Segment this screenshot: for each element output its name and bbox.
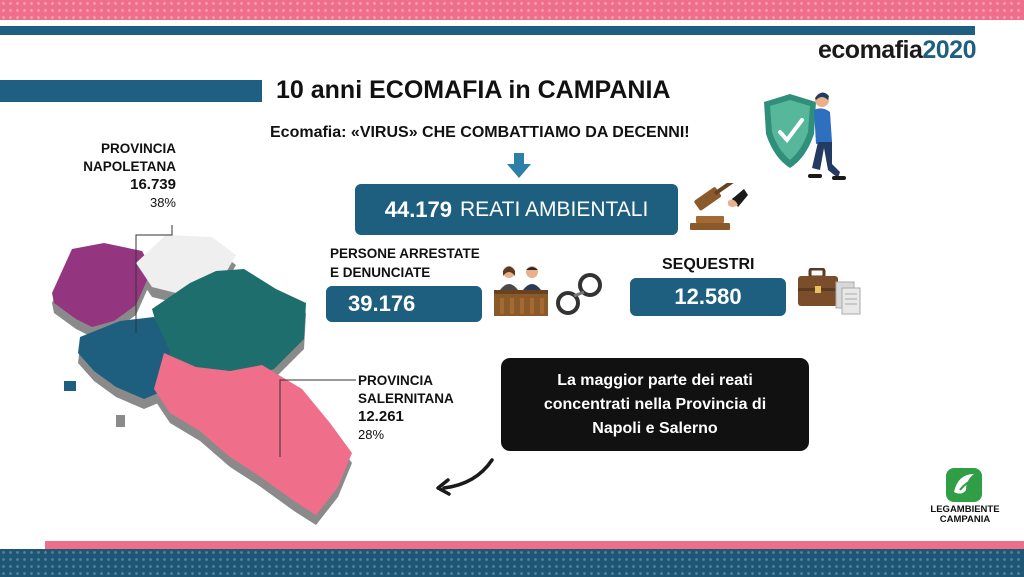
persone-label-line2: E DENUNCIATE: [330, 265, 431, 280]
callout-line3: Napoli e Salerno: [592, 419, 718, 437]
persone-label: PERSONE ARRESTATE E DENUNCIATE: [330, 244, 480, 282]
persone-label-line1: PERSONE ARRESTATE: [330, 246, 480, 261]
map-caserta: [52, 243, 152, 327]
brand-year: 2020: [922, 36, 976, 64]
legambiente-logo-icon: [946, 468, 982, 502]
page-title: 10 anni ECOMAFIA in CAMPANIA: [276, 76, 671, 104]
title-accent-bar: [0, 80, 262, 102]
brand-word: ecomafia: [817, 36, 923, 64]
salerno-pct: 28%: [358, 427, 385, 442]
map-napoli: [78, 317, 170, 399]
org-line2: CAMPANIA: [939, 514, 991, 525]
province-salerno-label: PROVINCIA SALERNITANA 12.261 28%: [358, 372, 454, 444]
gavel-icon: [690, 183, 748, 230]
org-line1: LEGAMBIENTE: [930, 504, 1000, 515]
province-napoli-label: PROVINCIA NAPOLETANA 16.739 38%: [66, 140, 176, 212]
napoli-value: 16.739: [130, 176, 176, 193]
napoli-name1: PROVINCIA: [100, 141, 176, 156]
shield-hero-icon: [764, 92, 846, 180]
arrow-down-icon: [507, 153, 531, 178]
top-pink-band: [0, 0, 1024, 20]
map-salerno: [154, 353, 352, 515]
napoli-name2: NAPOLETANA: [83, 159, 176, 174]
callout-box: La maggior parte dei reati concentrati n…: [501, 358, 809, 451]
callout-line2: concentrati nella Provincia di: [543, 395, 767, 413]
salerno-name1: PROVINCIA: [358, 373, 434, 388]
callout-line1: La maggior parte dei reati: [557, 371, 753, 389]
defendants-icon: [494, 266, 548, 316]
curved-arrow-icon: [436, 458, 494, 496]
napoli-pct: 38%: [149, 195, 176, 210]
map-avellino: [152, 269, 306, 383]
salerno-name2: SALERNITANA: [358, 391, 454, 406]
bottom-pink-band: [45, 541, 1024, 549]
sequestri-label: SEQUESTRI: [662, 256, 755, 273]
reati-value: 44.179: [384, 196, 453, 222]
campania-map: [52, 225, 356, 525]
persone-value: 39.176: [348, 291, 416, 316]
bottom-blue-band: [0, 549, 1024, 577]
salerno-value: 12.261: [358, 408, 404, 425]
reati-ambientali-box: 44.179 REATI AMBIENTALI: [355, 184, 678, 235]
brand-logo: ecomafia2020: [817, 36, 977, 65]
handcuffs-icon: [556, 273, 602, 315]
page-subtitle: Ecomafia: «VIRUS» CHE COMBATTIAMO DA DEC…: [270, 124, 690, 141]
reati-label: REATI AMBIENTALI: [460, 197, 649, 221]
sequestri-value: 12.580: [674, 284, 742, 309]
briefcase-documents-icon: [798, 268, 861, 315]
sequestri-value-box: 12.580: [630, 278, 786, 316]
top-blue-band: [0, 26, 975, 35]
persone-value-box: 39.176: [326, 286, 482, 322]
legambiente-name: LEGAMBIENTE CAMPANIA: [920, 505, 1010, 525]
